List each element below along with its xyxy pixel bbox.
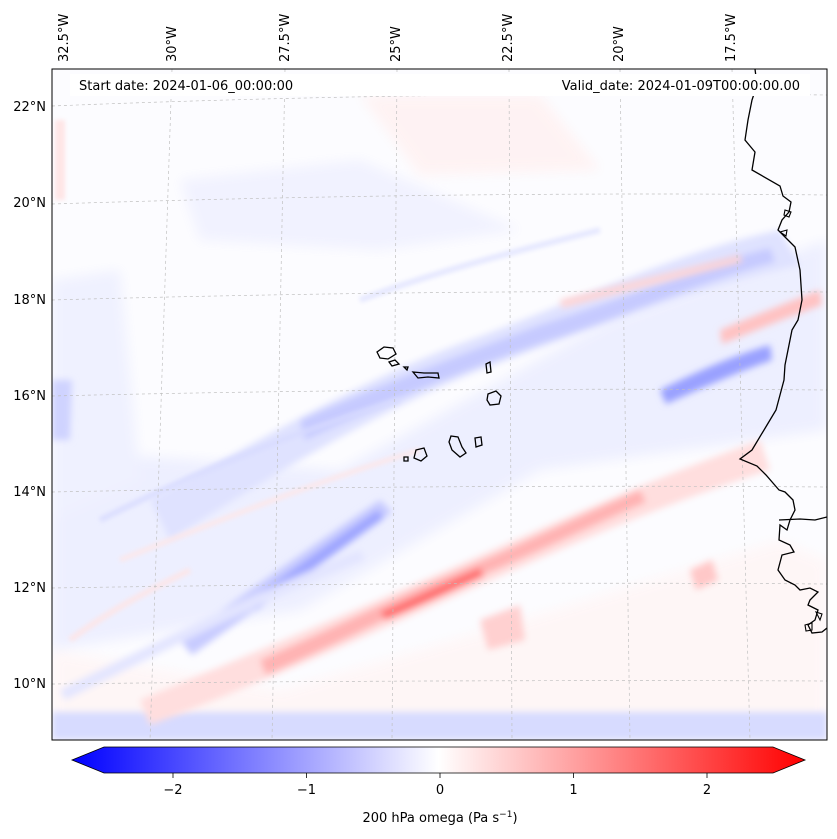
map-frame [51, 68, 828, 741]
colorbar-tick-label: −1 [297, 783, 316, 798]
island-brava [403, 456, 409, 462]
colorbar-tick-label: 0 [436, 783, 444, 798]
lat-label: 18°N [13, 293, 46, 308]
coast-gambia [778, 516, 827, 521]
island-fogo [413, 447, 428, 462]
valid-date-label: Valid_date: 2024-01-09T00:00:00.00 [562, 79, 800, 94]
lon-label: 17.5°W [724, 14, 739, 62]
island-santa-luzia [402, 366, 409, 372]
colorbar-label-sup: −1 [499, 810, 512, 820]
blue-band-inner [300, 248, 775, 440]
island-sao-vicente [387, 359, 401, 367]
start-date-label: Start date: 2024-01-06_00:00:00 [79, 79, 293, 94]
colorbar: −2 −1 0 1 2 200 hPa omega (Pa s−1) [70, 746, 807, 826]
cape-verde-islands [376, 346, 502, 462]
african-coastline [738, 69, 827, 634]
lon-label: 30°W [165, 26, 180, 62]
faint-red-top [360, 95, 600, 175]
fine-blue-streak-2 [358, 227, 601, 303]
lon-label: 20°W [612, 26, 627, 62]
lon-label: 27.5°W [278, 14, 293, 62]
gridlines [52, 69, 827, 740]
colorbar-label: 200 hPa omega (Pa s−1) [362, 810, 517, 826]
coast-islet-1 [783, 209, 792, 218]
fine-red-streak-3 [68, 567, 192, 643]
lat-label: 16°N [13, 389, 46, 404]
island-boa-vista [486, 390, 502, 406]
blue-streak-south [60, 550, 365, 700]
lon-label: 32.5°W [57, 14, 72, 62]
blue-bottom-edge [52, 712, 827, 740]
lat-label: 20°N [13, 196, 46, 211]
colorbar-ticks: −2 −1 0 1 2 [163, 773, 711, 798]
colorbar-tick-label: −2 [163, 783, 182, 798]
lat-label: 10°N [13, 677, 46, 692]
faint-blue-top [180, 160, 520, 250]
red-spot-lower [480, 605, 525, 650]
lon-label: 25°W [389, 26, 404, 62]
colorbar-tick-label: 2 [703, 783, 711, 798]
blue-left-edge [52, 380, 72, 440]
lat-label: 12°N [13, 581, 46, 596]
red-streak-upper [560, 255, 742, 308]
red-spot-se [690, 560, 718, 590]
red-band-core [380, 568, 484, 620]
coast-islet-2 [778, 229, 788, 237]
faint-red-bottom [52, 540, 827, 740]
faint-blue-region-south [52, 240, 827, 650]
fine-blue-streak-1 [98, 397, 401, 523]
colorbar-tick-label: 1 [569, 783, 577, 798]
red-streak-east [720, 290, 822, 344]
fine-red-streak-1 [119, 447, 421, 563]
island-maio [474, 436, 483, 448]
longitude-labels: 32.5°W 30°W 27.5°W 25°W 22.5°W 20°W 17.5… [57, 14, 739, 62]
header-box [70, 74, 810, 96]
colorbar-label-end: ) [512, 811, 517, 826]
lat-label: 14°N [13, 485, 46, 500]
coast-bissagos [804, 622, 813, 632]
colorbar-label-main: 200 hPa omega (Pa s [362, 811, 499, 826]
island-sal [485, 360, 492, 374]
lat-label: 22°N [13, 100, 46, 115]
omega-field [52, 69, 827, 740]
island-santiago [448, 435, 467, 458]
lon-label: 22.5°W [501, 14, 516, 62]
latitude-labels: 22°N 20°N 18°N 16°N 14°N 12°N 10°N [13, 100, 46, 692]
island-sao-nicolau [411, 371, 440, 379]
colorbar-bar [70, 746, 807, 774]
island-santo-antao [376, 346, 397, 360]
coast-bissagos-2 [814, 611, 823, 622]
